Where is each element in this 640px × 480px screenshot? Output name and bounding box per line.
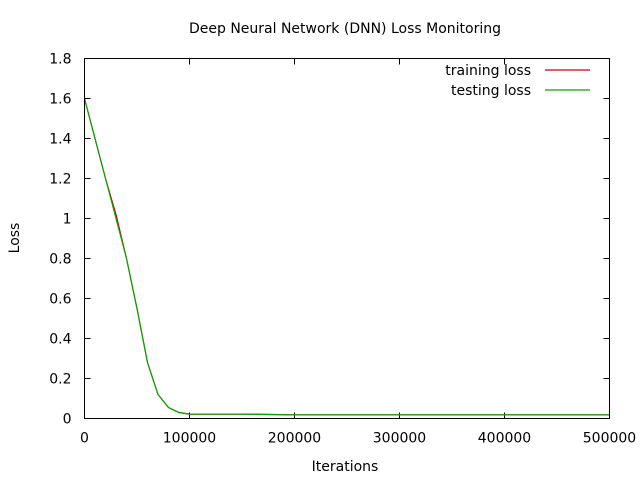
axis-ticks: 0 0.2 0.4 0.6 0.8 1 1.2 1.4 1.6 1.8 0 100000 200000 3… [49, 52, 636, 447]
y-tick-label: 1 [63, 212, 72, 228]
y-tick-label: 0.2 [49, 372, 71, 388]
y-tick-label: 0.6 [49, 292, 71, 308]
series-line-training-loss [83, 98, 610, 416]
y-tick-label: 1.8 [49, 52, 71, 68]
x-tick-label: 200000 [268, 431, 321, 447]
legend-label: training loss [445, 63, 531, 79]
y-tick-label: 1.6 [49, 92, 71, 108]
x-tick-label: 300000 [373, 431, 426, 447]
series-lines [83, 98, 610, 416]
y-tick-label: 0.8 [49, 252, 71, 268]
y-tick-label: 0.4 [49, 332, 71, 348]
y-tick-label: 0 [63, 412, 72, 428]
chart-title: Deep Neural Network (DNN) Loss Monitorin… [189, 21, 501, 37]
legend-label: testing loss [451, 83, 531, 99]
legend: training loss testing loss [445, 63, 590, 99]
plot-frame [84, 58, 610, 419]
x-tick-label: 500000 [583, 431, 636, 447]
x-tick-label: 0 [80, 431, 89, 447]
series-line-testing-loss [83, 98, 610, 416]
y-axis-label: Loss [7, 223, 23, 254]
y-tick-label: 1.2 [49, 172, 71, 188]
x-tick-label: 100000 [163, 431, 216, 447]
x-axis-label: Iterations [312, 459, 379, 475]
x-tick-label: 400000 [478, 431, 531, 447]
y-tick-label: 1.4 [49, 132, 71, 148]
